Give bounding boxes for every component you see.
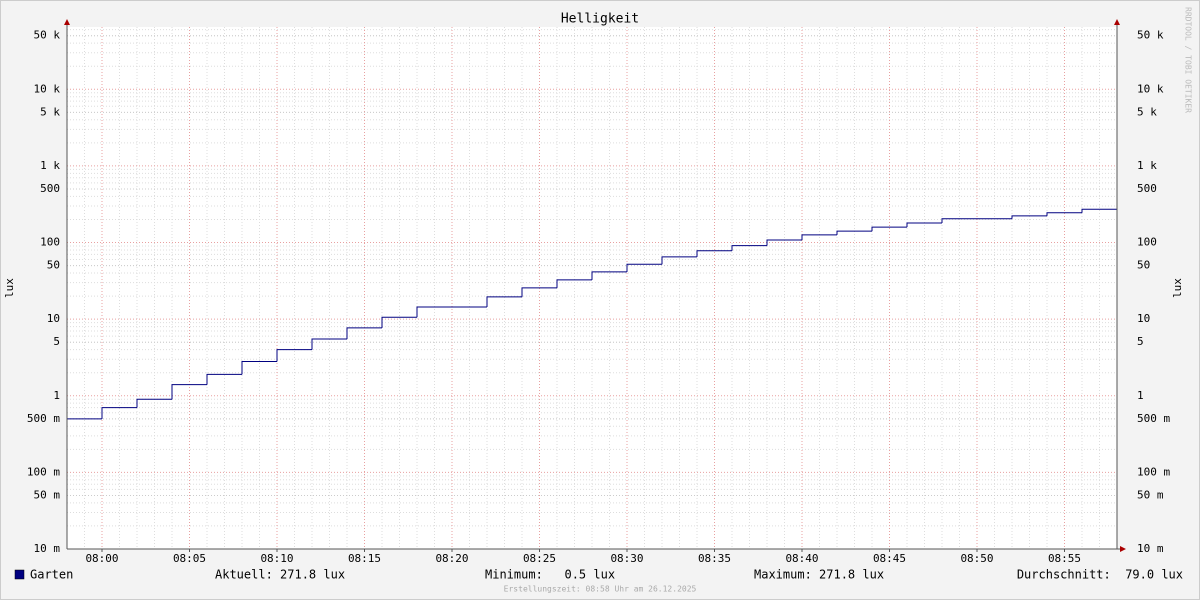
legend-swatch xyxy=(14,569,25,580)
y-tick-label: 1 k xyxy=(40,159,60,172)
step-segment xyxy=(731,245,767,251)
step-segment xyxy=(906,222,942,228)
y2-tick-label: 500 xyxy=(1137,182,1157,195)
y-tick-label: 5 xyxy=(53,335,60,348)
step-segment xyxy=(381,316,417,328)
y2-tick-label: 100 xyxy=(1137,236,1157,249)
y-tick-label: 100 xyxy=(40,236,60,249)
y-tick-label: 500 xyxy=(40,182,60,195)
step-segment xyxy=(171,384,207,400)
step-segment xyxy=(1011,215,1047,219)
step-segment xyxy=(626,263,662,272)
y2-tick-label: 500 m xyxy=(1137,412,1170,425)
x-tick-label: 08:55 xyxy=(1048,552,1081,565)
step-segment xyxy=(1081,208,1117,213)
y2-tick-label: 50 xyxy=(1137,259,1150,272)
step-segment xyxy=(346,327,382,340)
step-segment xyxy=(661,256,697,265)
footer: Erstellungszeit: 08:58 Uhr am 26.12.2025 xyxy=(504,585,697,594)
step-segment xyxy=(871,226,907,232)
x-tick-label: 08:35 xyxy=(698,552,731,565)
y2-tick-label: 50 m xyxy=(1137,488,1164,501)
step-segment xyxy=(486,296,522,308)
y-tick-label: 10 k xyxy=(34,82,61,95)
stat-min: Minimum: 0.5 lux xyxy=(485,568,615,582)
y-tick-label: 1 xyxy=(53,389,60,402)
step-segment xyxy=(101,407,137,419)
step-segment xyxy=(556,279,592,288)
y-axis-label: lux xyxy=(3,278,16,298)
y-tick-label: 50 xyxy=(47,259,60,272)
step-segment xyxy=(696,250,732,257)
y2-tick-label: 100 m xyxy=(1137,465,1170,478)
marks xyxy=(67,208,1117,420)
x-tick-label: 08:50 xyxy=(960,552,993,565)
stat-avg: Durchschnitt: 79.0 lux xyxy=(1017,568,1183,582)
x-tick-label: 08:00 xyxy=(85,552,118,565)
y2-tick-label: 5 xyxy=(1137,335,1144,348)
watermark: RRDTOOL / TOBI OETIKER xyxy=(1184,7,1193,113)
grid xyxy=(66,27,1118,552)
y-tick-label: 100 m xyxy=(27,465,60,478)
step-segment xyxy=(801,234,837,240)
y2-tick-label: 10 xyxy=(1137,312,1150,325)
y2-tick-label: 1 k xyxy=(1137,159,1157,172)
step-segment xyxy=(521,287,557,297)
chart-title: Helligkeit xyxy=(561,12,639,27)
x-tick-label: 08:15 xyxy=(348,552,381,565)
x-tick-label: 08:30 xyxy=(610,552,643,565)
step-segment xyxy=(416,306,452,318)
step-segment xyxy=(766,239,802,246)
y-tick-label: 10 m xyxy=(34,542,61,555)
x-tick-label: 08:40 xyxy=(785,552,818,565)
y2-tick-label: 1 xyxy=(1137,389,1144,402)
stat-current: Aktuell: 271.8 lux xyxy=(215,568,345,582)
y-tick-label: 50 k xyxy=(34,29,61,42)
step-segment xyxy=(136,398,172,408)
x-tick-label: 08:20 xyxy=(435,552,468,565)
x-tick-label: 08:25 xyxy=(523,552,556,565)
x-tick-label: 08:05 xyxy=(173,552,206,565)
step-segment xyxy=(1046,212,1082,216)
step-segment xyxy=(276,349,312,362)
step-segment xyxy=(241,361,277,375)
y2-axis-label: lux xyxy=(1171,278,1184,298)
y-tick-label: 500 m xyxy=(27,412,60,425)
legend-label: Garten xyxy=(30,568,73,582)
step-segment xyxy=(941,218,977,223)
y-tick-label: 5 k xyxy=(40,105,60,118)
step-segment xyxy=(206,373,242,385)
x-tick-label: 08:45 xyxy=(873,552,906,565)
y-tick-label: 50 m xyxy=(34,488,61,501)
y2-tick-label: 10 k xyxy=(1137,82,1164,95)
y-tick-label: 10 xyxy=(47,312,60,325)
step-segment xyxy=(836,230,872,235)
x-tick-label: 08:10 xyxy=(260,552,293,565)
y2-tick-label: 5 k xyxy=(1137,105,1157,118)
step-segment xyxy=(591,271,627,280)
step-segment xyxy=(311,338,347,350)
y2-tick-label: 10 m xyxy=(1137,542,1164,555)
y2-tick-label: 50 k xyxy=(1137,29,1164,42)
stat-max: Maximum: 271.8 lux xyxy=(754,568,884,582)
